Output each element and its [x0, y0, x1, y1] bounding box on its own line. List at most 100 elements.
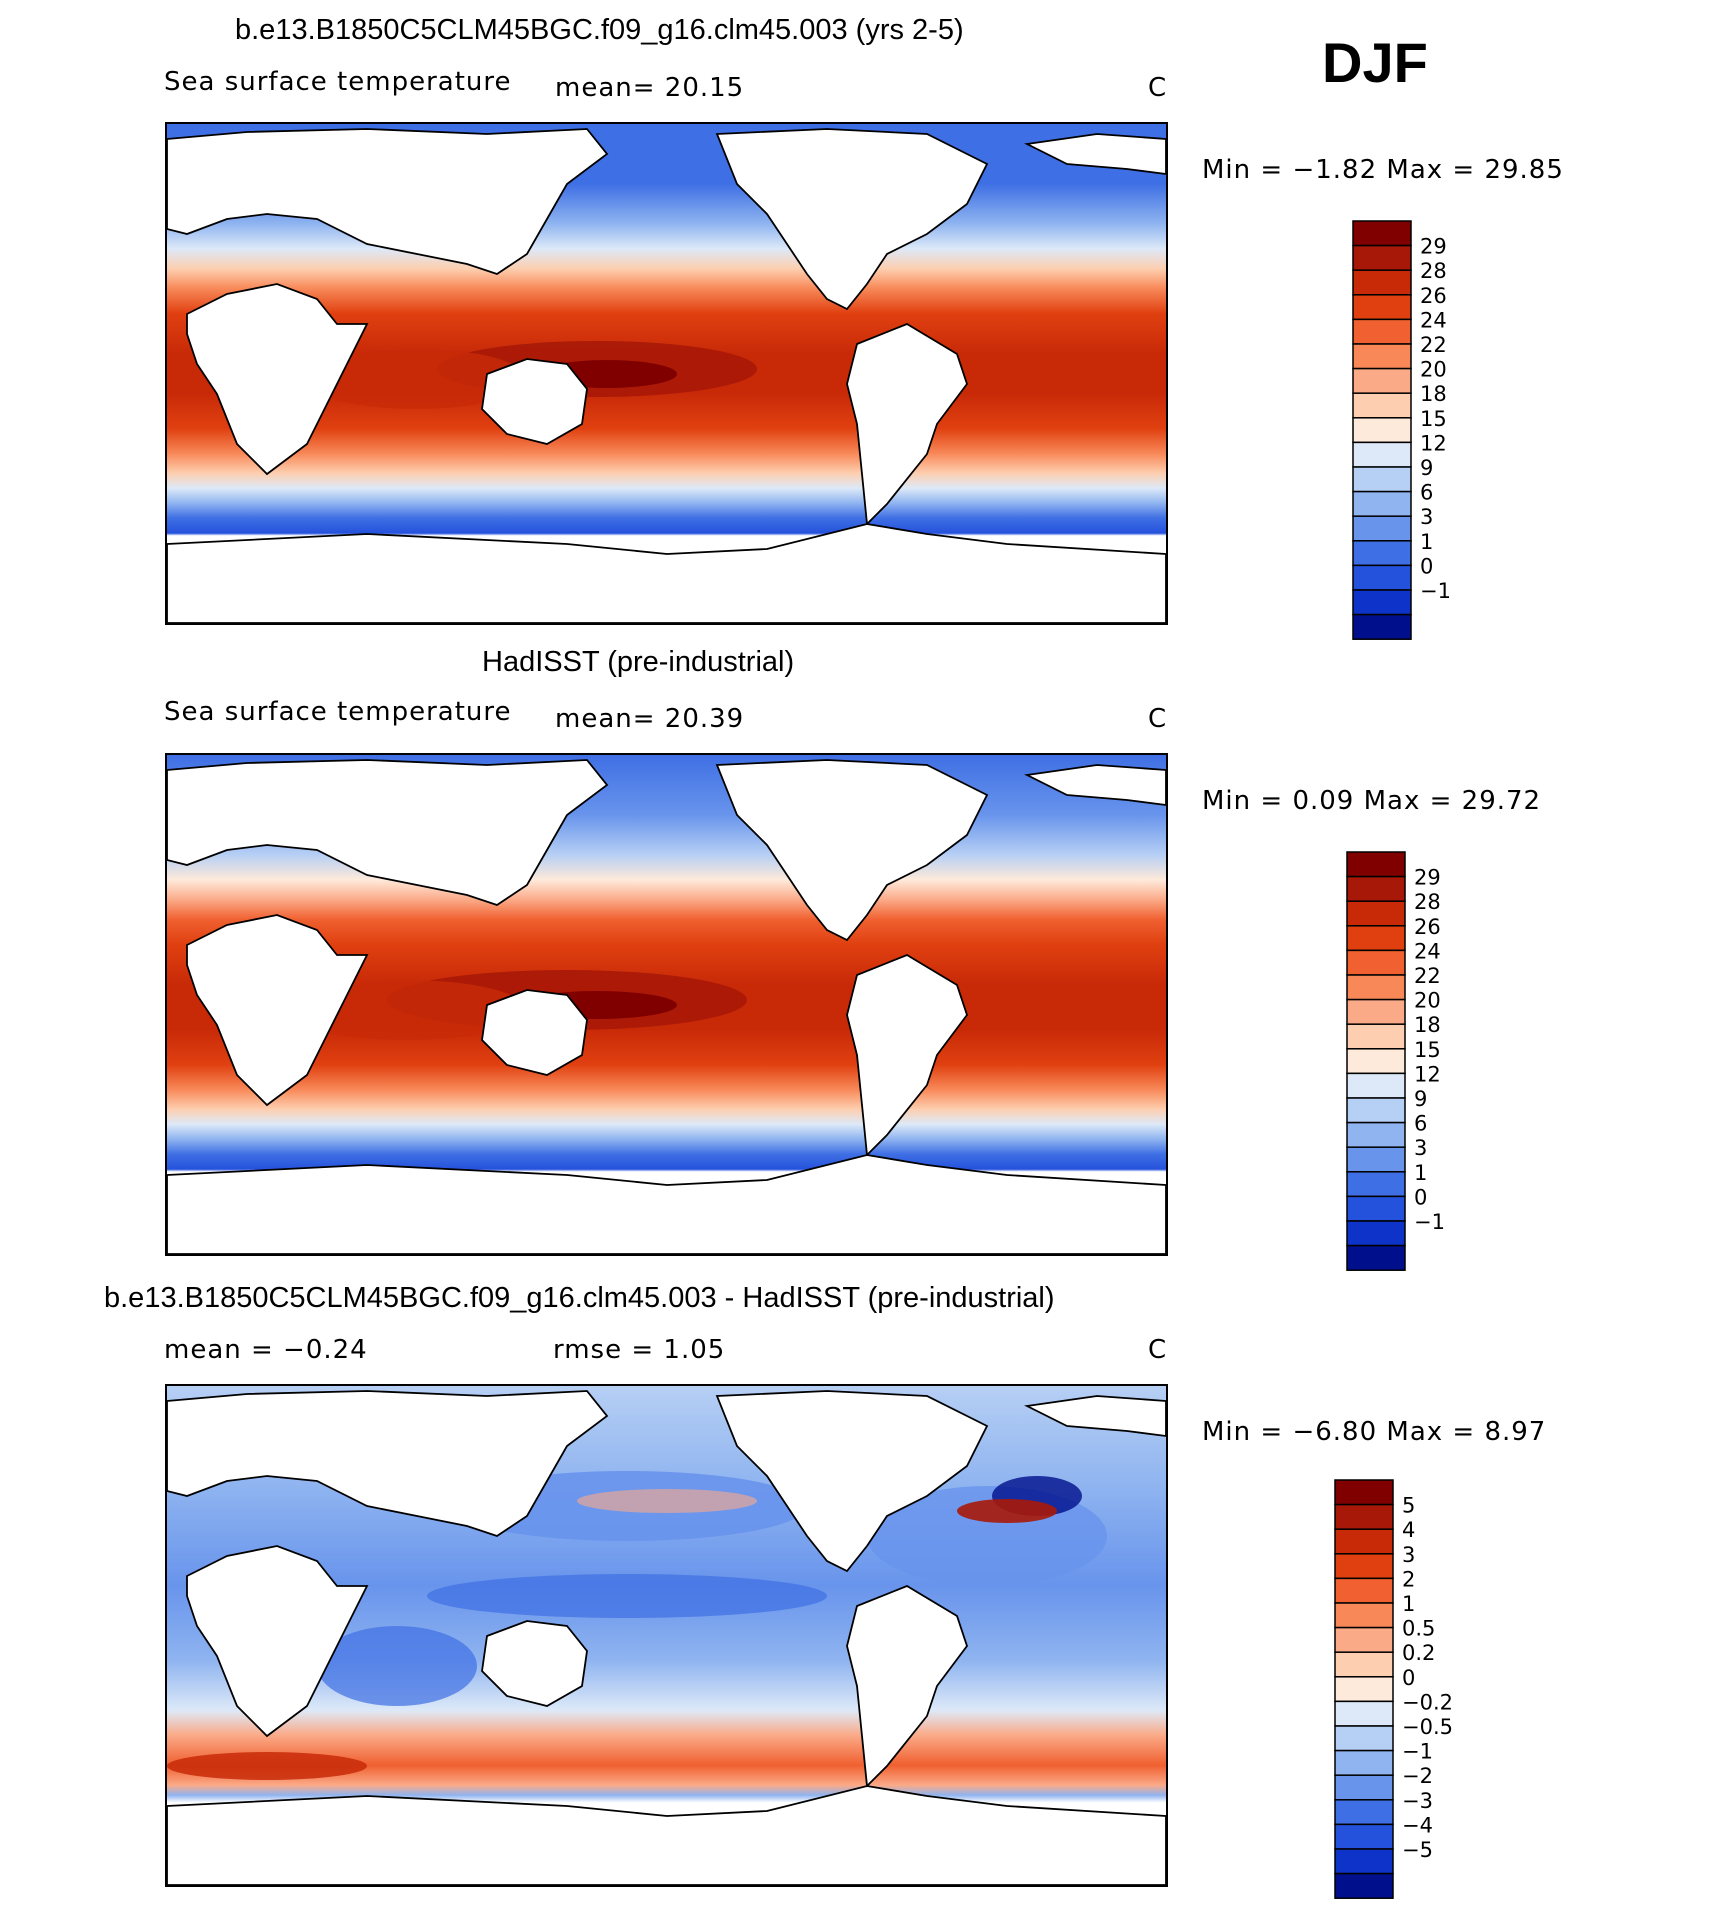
colorbar-tick-label: 0 — [1420, 554, 1433, 578]
panel1-map-svg — [167, 124, 1166, 623]
panel3-rmse-label: rmse = 1.05 — [553, 1335, 726, 1365]
colorbar-swatch — [1346, 949, 1406, 976]
colorbar-swatch — [1346, 998, 1406, 1025]
colorbar-tick-label: 24 — [1414, 939, 1441, 963]
colorbar-tick-label: 18 — [1420, 382, 1447, 406]
colorbar-swatch — [1346, 1146, 1406, 1173]
colorbar-tick-label: 24 — [1420, 308, 1447, 332]
colorbar-tick-label: 0.2 — [1402, 1641, 1435, 1665]
colorbar-swatch — [1346, 925, 1406, 952]
colorbar-tick-label: 0 — [1402, 1666, 1415, 1690]
panel2-land — [167, 759, 1166, 1254]
colorbar-tick-label: 3 — [1402, 1543, 1415, 1567]
colorbar-swatch — [1334, 1774, 1394, 1801]
colorbar-tick-label: 20 — [1414, 989, 1441, 1013]
panel3-minmax-label: Min = −6.80 Max = 8.97 — [1202, 1417, 1547, 1447]
colorbar-swatch — [1346, 1121, 1406, 1148]
colorbar-tick-label: 28 — [1414, 890, 1441, 914]
colorbar-tick-label: 29 — [1414, 866, 1441, 890]
colorbar-tick-label: 1 — [1402, 1592, 1415, 1616]
colorbar-swatch — [1352, 417, 1412, 444]
colorbar-tick-label: 12 — [1420, 431, 1447, 455]
colorbar-tick-label: 1 — [1420, 530, 1433, 554]
colorbar-swatch — [1334, 1553, 1394, 1580]
panel2-map-svg — [167, 755, 1166, 1254]
colorbar-tick-label: 12 — [1414, 1062, 1441, 1086]
colorbar-tick-label: 26 — [1420, 284, 1447, 308]
colorbar-swatch — [1334, 1528, 1394, 1555]
colorbar-swatch — [1334, 1872, 1394, 1899]
colorbar-swatch — [1352, 515, 1412, 542]
colorbar-swatch — [1334, 1503, 1394, 1530]
colorbar-tick-label: 3 — [1414, 1136, 1427, 1160]
colorbar-swatch — [1346, 1244, 1406, 1271]
panel3-colorbar: 5 4 3 2 1 0.5 0.2 0 −0.2 −0.5 −1 −2 −3 −4 −5 — [1334, 1479, 1494, 1907]
colorbar-tick-label: 2 — [1402, 1567, 1415, 1591]
colorbar-tick-label: −1 — [1420, 579, 1451, 603]
panel1-variable-label: Sea surface temperature — [164, 67, 512, 97]
colorbar-swatch — [1352, 466, 1412, 493]
panel2-units-label: C — [1148, 704, 1168, 734]
season-label: DJF — [1322, 31, 1428, 94]
panel3-mean-label: mean = −0.24 — [164, 1335, 368, 1365]
colorbar-swatch — [1334, 1479, 1394, 1506]
panel1-map — [165, 122, 1168, 625]
colorbar-swatch — [1352, 367, 1412, 394]
colorbar-swatch — [1346, 1097, 1406, 1124]
colorbar-tick-label: −1 — [1402, 1740, 1433, 1764]
colorbar-tick-label: −2 — [1402, 1764, 1433, 1788]
panel3-title: b.e13.B1850C5CLM45BGC.f09_g16.clm45.003 … — [104, 1282, 1055, 1314]
panel3-map-svg — [167, 1386, 1166, 1885]
colorbar-swatch — [1334, 1700, 1394, 1727]
colorbar-tick-label: 29 — [1420, 235, 1447, 259]
colorbar-tick-label: 6 — [1414, 1112, 1427, 1136]
colorbar-swatch — [1352, 441, 1412, 468]
colorbar-tick-label: 0 — [1414, 1185, 1427, 1209]
colorbar-tick-label: 9 — [1414, 1087, 1427, 1111]
colorbar-swatch — [1352, 589, 1412, 616]
colorbar-swatch — [1346, 1171, 1406, 1198]
colorbar-tick-label: 5 — [1402, 1494, 1415, 1518]
colorbar-swatch — [1346, 1195, 1406, 1222]
colorbar-swatch — [1334, 1725, 1394, 1752]
panel1-title: b.e13.B1850C5CLM45BGC.f09_g16.clm45.003 … — [235, 14, 964, 46]
colorbar-swatch — [1352, 220, 1412, 247]
panel1-land — [167, 128, 1166, 623]
colorbar-swatch — [1334, 1823, 1394, 1850]
colorbar-swatch — [1334, 1799, 1394, 1826]
colorbar-tick-label: −0.2 — [1402, 1690, 1453, 1714]
colorbar-tick-label: 26 — [1414, 915, 1441, 939]
colorbar-swatch — [1334, 1651, 1394, 1678]
colorbar-swatch — [1352, 318, 1412, 345]
colorbar-tick-label: 4 — [1402, 1518, 1415, 1542]
colorbar-tick-label: 22 — [1420, 333, 1447, 357]
colorbar-tick-label: 28 — [1420, 259, 1447, 283]
colorbar-swatch — [1352, 244, 1412, 271]
colorbar-swatch — [1352, 564, 1412, 591]
panel2-minmax-label: Min = 0.09 Max = 29.72 — [1202, 786, 1542, 816]
panel3-land — [167, 1390, 1166, 1885]
panel2-colorbar: 29 28 26 24 22 20 18 15 12 9 6 3 1 0 −1 — [1346, 851, 1506, 1279]
colorbar-swatch — [1346, 875, 1406, 902]
colorbar-swatch — [1352, 392, 1412, 419]
colorbar-swatch — [1346, 900, 1406, 927]
colorbar-swatch — [1346, 1048, 1406, 1075]
colorbar-tick-label: −1 — [1414, 1210, 1445, 1234]
panel2-variable-label: Sea surface temperature — [164, 697, 512, 727]
panel1-minmax-label: Min = −1.82 Max = 29.85 — [1202, 155, 1564, 185]
colorbar-tick-label: −0.5 — [1402, 1715, 1453, 1739]
colorbar-swatch — [1352, 294, 1412, 321]
colorbar-swatch — [1352, 269, 1412, 296]
colorbar-tick-label: 1 — [1414, 1161, 1427, 1185]
panel3-units-label: C — [1148, 1335, 1168, 1365]
colorbar-tick-label: 20 — [1420, 358, 1447, 382]
colorbar-swatch — [1334, 1577, 1394, 1604]
colorbar-swatch — [1352, 343, 1412, 370]
panel2-map — [165, 753, 1168, 1256]
colorbar-swatch — [1346, 1072, 1406, 1099]
colorbar-swatch — [1352, 540, 1412, 567]
colorbar-tick-label: −5 — [1402, 1838, 1433, 1862]
